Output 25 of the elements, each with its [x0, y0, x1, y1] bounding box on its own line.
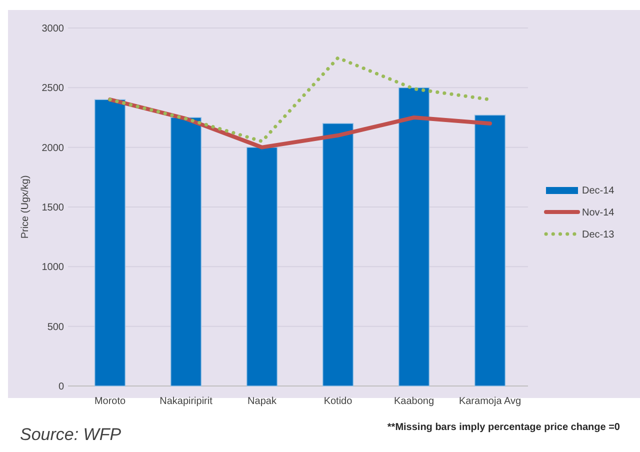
bar — [94, 99, 126, 386]
x-tick-label: Karamoja Avg — [458, 396, 522, 407]
y-axis-title: Price (Ugx/kg) — [20, 175, 31, 239]
bar — [474, 114, 506, 386]
source-note: Source: WFP — [20, 425, 122, 444]
y-tick-label: 2500 — [42, 83, 64, 94]
bar — [170, 117, 202, 386]
x-tick-label: Moroto — [94, 396, 126, 407]
y-tick-label: 500 — [47, 322, 64, 333]
bar — [322, 123, 354, 386]
y-tick-label: 1500 — [42, 202, 64, 214]
legend-label: Dec-13 — [582, 230, 615, 240]
x-tick-label: Kaabong — [394, 396, 434, 407]
legend-label: Nov-14 — [582, 208, 615, 218]
y-tick-label: 2000 — [42, 142, 64, 154]
y-tick-label: 1000 — [42, 262, 64, 274]
bar — [398, 87, 430, 386]
y-tick-label: 3000 — [42, 24, 64, 34]
x-tick-label: Napak — [248, 396, 278, 407]
bar — [246, 146, 278, 386]
y-tick-label: 0 — [58, 382, 64, 392]
text: **Missing bars imply percentage price change =0 — [387, 422, 620, 433]
x-tick-label: Nakapiripirit — [160, 396, 213, 407]
legend-label: Dec-14 — [582, 186, 615, 196]
x-tick-label: Kotido — [324, 396, 353, 407]
